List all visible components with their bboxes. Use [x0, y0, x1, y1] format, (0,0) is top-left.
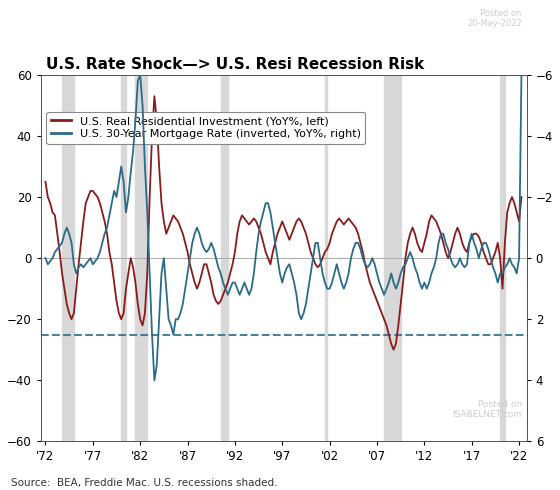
Bar [500, 75, 505, 441]
Text: Posted on
20-May-2022: Posted on 20-May-2022 [467, 9, 522, 28]
Text: Posted on
ISABELNET.com: Posted on ISABELNET.com [452, 400, 522, 419]
Text: U.S. Rate Shock—> U.S. Resi Recession Risk: U.S. Rate Shock—> U.S. Resi Recession Ri… [45, 57, 424, 73]
Bar [136, 75, 147, 441]
Bar [325, 75, 327, 441]
Bar [221, 75, 228, 441]
Text: Source:  BEA, Freddie Mac. U.S. recessions shaded.: Source: BEA, Freddie Mac. U.S. recession… [11, 478, 278, 488]
Legend: U.S. Real Residential Investment (YoY%, left), U.S. 30-Year Mortgage Rate (inver: U.S. Real Residential Investment (YoY%, … [46, 112, 365, 144]
Bar [384, 75, 400, 441]
Bar [121, 75, 126, 441]
Bar [62, 75, 74, 441]
